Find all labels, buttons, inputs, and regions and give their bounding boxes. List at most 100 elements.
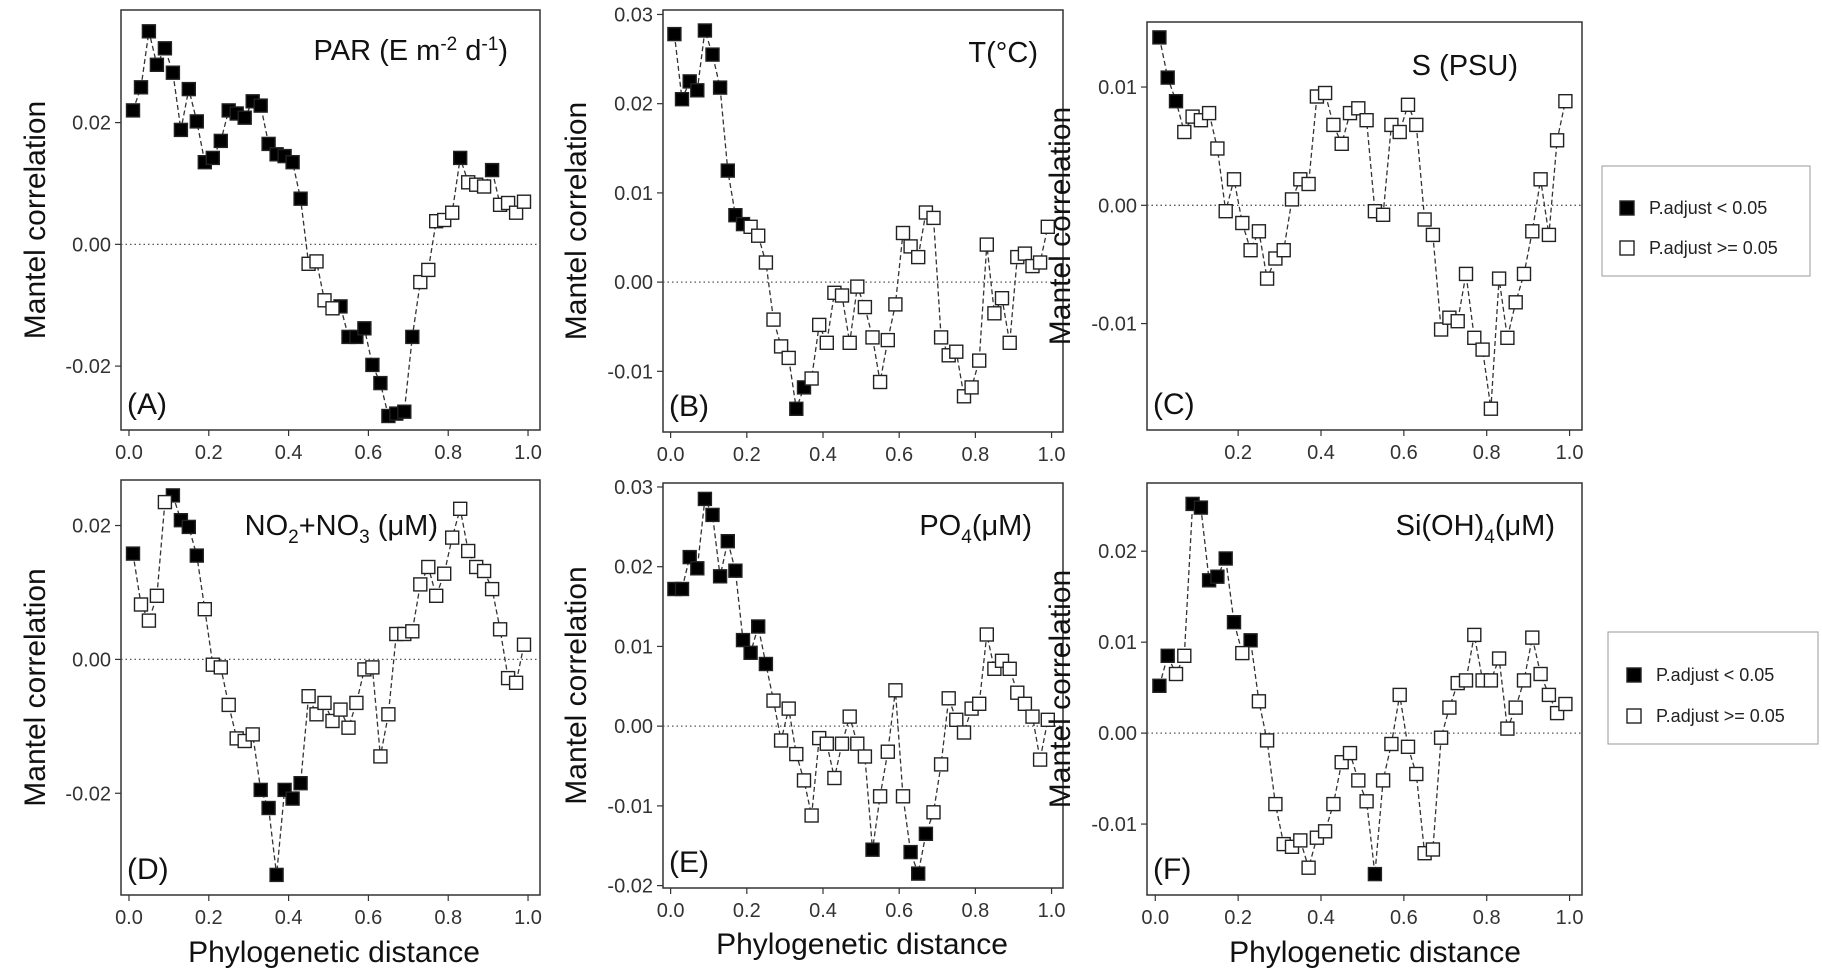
marker-not-significant: [1425, 842, 1441, 857]
y-tick-label: -0.01: [607, 796, 653, 818]
x-tick-label: 0.6: [885, 900, 913, 922]
marker-significant: [690, 561, 705, 576]
y-tick-label: 0.00: [614, 272, 653, 294]
x-tick-label: 0.0: [657, 900, 685, 922]
marker-not-significant: [381, 707, 396, 722]
marker-not-significant: [1301, 860, 1316, 875]
marker-not-significant: [1549, 133, 1565, 148]
marker-significant: [712, 569, 728, 584]
marker-significant: [758, 656, 774, 672]
panel-title: PAR (E m-2 d-1): [314, 34, 508, 67]
marker-not-significant: [429, 588, 444, 603]
marker-not-significant: [1293, 833, 1308, 848]
marker-not-significant: [1326, 796, 1341, 812]
marker-not-significant: [773, 733, 789, 748]
marker-significant: [373, 375, 388, 391]
x-tick-label: 0.8: [961, 444, 989, 466]
marker-not-significant: [804, 371, 819, 386]
marker-not-significant: [1533, 172, 1548, 187]
marker-significant: [453, 150, 468, 166]
marker-not-significant: [309, 254, 324, 269]
legend-lower: P.adjust < 0.05 P.adjust >= 0.05: [1607, 631, 1819, 745]
y-axis-label: Mantel correlation: [19, 101, 52, 339]
marker-not-significant: [941, 691, 956, 706]
y-tick-label: 0.00: [1098, 723, 1137, 745]
marker-significant: [205, 150, 221, 166]
marker-not-significant: [445, 205, 460, 220]
panel-title: NO2+NO3 (μM): [245, 510, 438, 548]
x-tick-label: 0.4: [275, 442, 303, 464]
marker-not-significant: [1500, 721, 1515, 736]
marker-significant: [697, 23, 713, 38]
y-tick-label: 0.01: [1098, 632, 1137, 654]
marker-significant: [285, 154, 300, 170]
marker-not-significant: [1040, 219, 1056, 235]
marker-significant: [690, 83, 705, 98]
marker-not-significant: [476, 179, 492, 194]
panel-letter: (B): [669, 390, 709, 423]
x-tick-label: 0.8: [434, 442, 462, 464]
marker-not-significant: [972, 696, 987, 711]
marker-significant: [261, 800, 276, 816]
marker-not-significant: [1525, 630, 1540, 645]
marker-significant: [865, 842, 880, 857]
marker-significant: [253, 98, 268, 113]
marker-not-significant: [872, 374, 888, 390]
marker-not-significant: [827, 770, 842, 786]
x-tick-label: 0.0: [657, 444, 685, 466]
marker-not-significant: [1168, 666, 1184, 682]
marker-not-significant: [1458, 673, 1474, 688]
y-tick-label: -0.02: [65, 783, 111, 805]
marker-significant: [918, 826, 934, 841]
y-tick-label: 0.02: [614, 557, 653, 579]
marker-not-significant: [880, 332, 895, 348]
marker-not-significant: [1491, 651, 1507, 666]
marker-not-significant: [1251, 694, 1267, 709]
x-axis-label: Phylogenetic distance: [188, 936, 480, 969]
marker-not-significant: [1268, 796, 1283, 812]
marker-not-significant: [1243, 242, 1258, 258]
x-axis-label: Phylogenetic distance: [1229, 936, 1521, 969]
marker-not-significant: [865, 330, 880, 345]
chart-panel: 0.0 0.2 0.4 0.6 0.8 1.0 0.03 0.02 0.01 0.00 -0.01 M…: [560, 4, 1065, 466]
marker-not-significant: [197, 602, 213, 617]
x-tick-label: 0.2: [1224, 907, 1252, 929]
marker-not-significant: [221, 697, 236, 713]
marker-not-significant: [1334, 136, 1349, 152]
chart-panels: 0.0 0.2 0.4 0.6 0.8 1.0 0.02 0.00 -0.02 Mantel co…: [19, 4, 1583, 969]
marker-significant: [125, 103, 141, 118]
chart-panel: 0.0 0.2 0.4 0.6 0.8 1.0 0.02 0.00 -0.02 Mantel co…: [19, 9, 542, 464]
marker-not-significant: [1384, 736, 1399, 752]
x-tick-label: 1.0: [1038, 900, 1066, 922]
legend-label-significant: P.adjust < 0.05: [1656, 665, 1774, 685]
marker-significant: [911, 866, 926, 881]
marker-not-significant: [445, 530, 460, 545]
marker-not-significant: [911, 249, 926, 265]
marker-not-significant: [933, 757, 949, 772]
marker-not-significant: [872, 789, 888, 804]
series-connector-line: [674, 496, 1049, 877]
marker-not-significant: [149, 588, 165, 603]
marker-not-significant: [325, 713, 340, 729]
marker-not-significant: [1483, 673, 1499, 688]
y-tick-label: -0.01: [1091, 314, 1137, 336]
marker-not-significant: [850, 736, 865, 751]
y-tick-label: 0.00: [72, 234, 111, 256]
x-tick-label: 0.4: [1307, 907, 1335, 929]
y-tick-label: 0.01: [614, 636, 653, 658]
marker-not-significant: [309, 707, 324, 722]
marker-significant: [751, 619, 766, 634]
marker-significant: [1226, 615, 1242, 630]
marker-not-significant: [213, 660, 229, 675]
x-tick-label: 0.8: [1473, 907, 1501, 929]
marker-not-significant: [508, 205, 524, 220]
y-tick-label: -0.02: [65, 356, 111, 378]
y-tick-label: 0.01: [1098, 77, 1137, 99]
marker-significant: [397, 404, 412, 419]
marker-not-significant: [1351, 773, 1366, 788]
marker-not-significant: [1433, 322, 1449, 337]
marker-not-significant: [1226, 172, 1242, 187]
marker-not-significant: [1491, 271, 1507, 286]
marker-not-significant: [1259, 271, 1275, 286]
